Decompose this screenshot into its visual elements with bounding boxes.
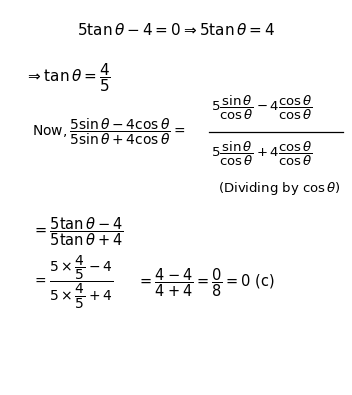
Text: (Dividing by $\cos \theta$): (Dividing by $\cos \theta$) <box>218 180 341 197</box>
Text: $5\dfrac{\sin \theta}{\cos \theta} + 4\dfrac{\cos \theta}{\cos \theta}$: $5\dfrac{\sin \theta}{\cos \theta} + 4\d… <box>211 140 313 168</box>
Text: $\mathrm{Now,} \dfrac{5\sin \theta - 4\cos \theta}{5\sin \theta + 4\cos \theta} : $\mathrm{Now,} \dfrac{5\sin \theta - 4\c… <box>32 117 185 147</box>
Text: $5 \tan \theta - 4 = 0 \Rightarrow 5 \tan \theta = 4$: $5 \tan \theta - 4 = 0 \Rightarrow 5 \ta… <box>77 22 275 38</box>
Text: $= \dfrac{5 \tan \theta - 4}{5 \tan \theta + 4}$: $= \dfrac{5 \tan \theta - 4}{5 \tan \the… <box>32 215 124 248</box>
Text: $= \dfrac{5 \times \dfrac{4}{5} - 4}{5 \times \dfrac{4}{5} + 4}$: $= \dfrac{5 \times \dfrac{4}{5} - 4}{5 \… <box>32 254 113 311</box>
Text: $\Rightarrow \tan \theta = \dfrac{4}{5}$: $\Rightarrow \tan \theta = \dfrac{4}{5}$ <box>25 61 111 94</box>
Text: $= \dfrac{4 - 4}{4 + 4} = \dfrac{0}{8} = 0 \ (\mathrm{c})$: $= \dfrac{4 - 4}{4 + 4} = \dfrac{0}{8} =… <box>137 266 275 299</box>
Text: $5\dfrac{\sin \theta}{\cos \theta} - 4\dfrac{\cos \theta}{\cos \theta}$: $5\dfrac{\sin \theta}{\cos \theta} - 4\d… <box>211 94 313 122</box>
